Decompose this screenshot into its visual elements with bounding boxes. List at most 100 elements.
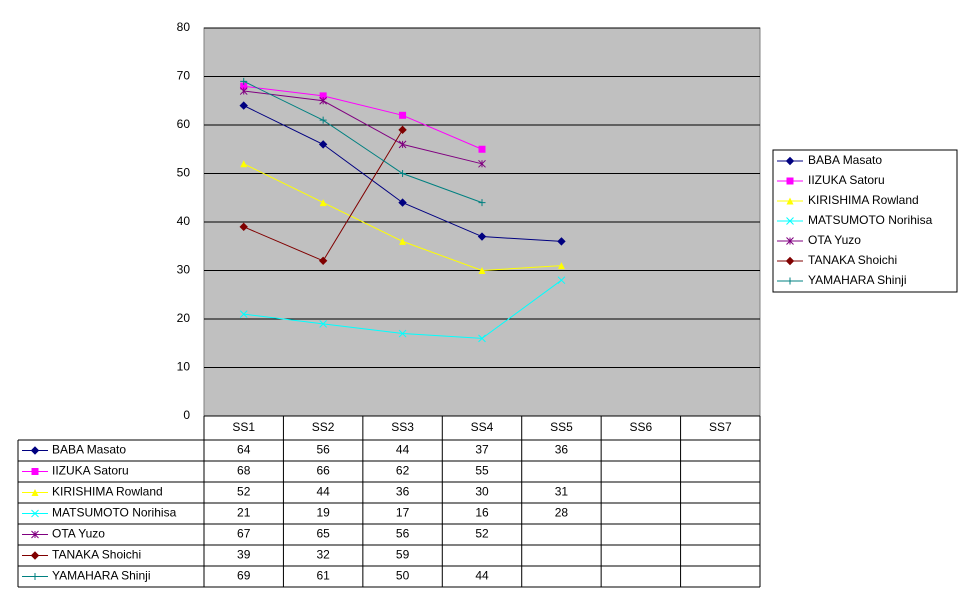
table-cell: 16: [475, 506, 489, 520]
table-cell: 30: [475, 485, 489, 499]
y-tick-label: 40: [177, 214, 191, 228]
data-point: [319, 199, 327, 207]
y-tick-label: 70: [177, 69, 191, 83]
table-cell: 44: [396, 443, 410, 457]
x-tick-label: SS3: [391, 420, 414, 434]
table-cell: 68: [237, 464, 251, 478]
table-cell: 52: [475, 527, 489, 541]
table-cell: 39: [237, 548, 251, 562]
data-point: [240, 82, 248, 90]
data-point: [398, 198, 407, 207]
table-cell: 36: [555, 443, 569, 457]
table-key-marker: [30, 551, 40, 560]
data-point: [478, 267, 486, 274]
y-tick-label: 20: [177, 311, 191, 325]
data-point: [399, 237, 407, 245]
table-cell: 37: [475, 443, 489, 457]
table-key-marker: [31, 489, 39, 496]
data-point: [557, 237, 566, 246]
data-point: [239, 222, 248, 232]
data-point: [319, 92, 327, 100]
table-cell: 59: [396, 548, 410, 562]
table-key-marker: [31, 530, 39, 539]
table-cell: 56: [316, 443, 330, 457]
table-key-marker: [31, 573, 39, 580]
legend-key-marker: [785, 156, 795, 166]
x-tick-label: SS1: [232, 420, 255, 434]
table-row-label: OTA Yuzo: [52, 527, 105, 541]
table-cell: 64: [237, 443, 251, 457]
data-point: [477, 232, 487, 241]
y-tick-label: 60: [177, 117, 191, 131]
table-cell: 31: [555, 485, 569, 499]
table-cell: 65: [316, 527, 330, 541]
legend-key-marker: [786, 237, 794, 245]
legend: [772, 149, 958, 293]
data-point: [557, 262, 565, 270]
table-cell: 69: [237, 569, 251, 583]
table-row-label: IIZUKA Satoru: [52, 464, 129, 478]
data-point: [318, 140, 328, 149]
legend-label: MATSUMOTO Norihisa: [808, 213, 933, 227]
legend-key-marker: [786, 217, 794, 225]
y-tick-label: 10: [177, 360, 191, 374]
table-cell: 44: [475, 569, 489, 583]
legend-label: OTA Yuzo: [808, 233, 861, 247]
table-cell: 44: [316, 485, 330, 499]
x-tick-label: SS4: [471, 420, 494, 434]
y-tick-label: 30: [177, 263, 191, 277]
data-point: [239, 101, 248, 110]
table-row-label: MATSUMOTO Norihisa: [52, 506, 177, 520]
data-point: [319, 116, 327, 124]
x-tick-label: SS7: [709, 420, 732, 434]
table-row-label: YAMAHARA Shinji: [52, 569, 150, 583]
table-cell: 56: [396, 527, 410, 541]
table-key-marker: [31, 468, 39, 475]
data-point: [319, 319, 327, 328]
table-cell: 66: [316, 464, 330, 478]
data-point: [557, 276, 566, 285]
table-cell: 28: [555, 506, 569, 520]
legend-label: IIZUKA Satoru: [808, 173, 885, 187]
legend-key-marker: [786, 177, 794, 185]
legend-key-marker: [785, 256, 795, 266]
table-cell: 17: [396, 506, 410, 520]
data-point: [478, 159, 486, 168]
data-point: [399, 170, 407, 177]
table-row-label: TANAKA Shoichi: [52, 548, 141, 562]
legend-key-marker: [786, 277, 794, 285]
x-tick-label: SS6: [630, 420, 653, 434]
data-point: [240, 160, 248, 168]
table-cell: 55: [475, 464, 489, 478]
y-tick-label: 80: [177, 20, 191, 34]
legend-label: KIRISHIMA Rowland: [808, 193, 919, 207]
table-cell: 32: [316, 548, 330, 562]
x-tick-label: SS2: [312, 420, 335, 434]
table-row-label: KIRISHIMA Rowland: [52, 485, 163, 499]
data-point: [240, 77, 248, 85]
data-point: [478, 334, 486, 343]
legend-label: YAMAHARA Shinji: [808, 273, 906, 287]
table-key-marker: [30, 446, 40, 455]
legend-label: TANAKA Shoichi: [808, 253, 897, 267]
legend-label: BABA Masato: [808, 153, 882, 167]
data-point: [478, 199, 486, 207]
data-point: [239, 87, 248, 95]
table-key-marker: [31, 509, 39, 518]
y-tick-label: 50: [177, 166, 191, 180]
series-line: [243, 80, 483, 204]
table-cell: 61: [316, 569, 330, 583]
table-cell: 19: [316, 506, 330, 520]
table-cell: 52: [237, 485, 251, 499]
table-cell: 67: [237, 527, 251, 541]
data-point: [398, 125, 407, 135]
table-cell: 21: [237, 506, 251, 520]
data-point: [398, 329, 407, 338]
data-point: [239, 310, 248, 319]
table-cell: 50: [396, 569, 410, 583]
data-point: [319, 96, 327, 105]
series-line: [243, 90, 483, 165]
x-tick-label: SS5: [550, 420, 573, 434]
data-point: [398, 140, 407, 149]
